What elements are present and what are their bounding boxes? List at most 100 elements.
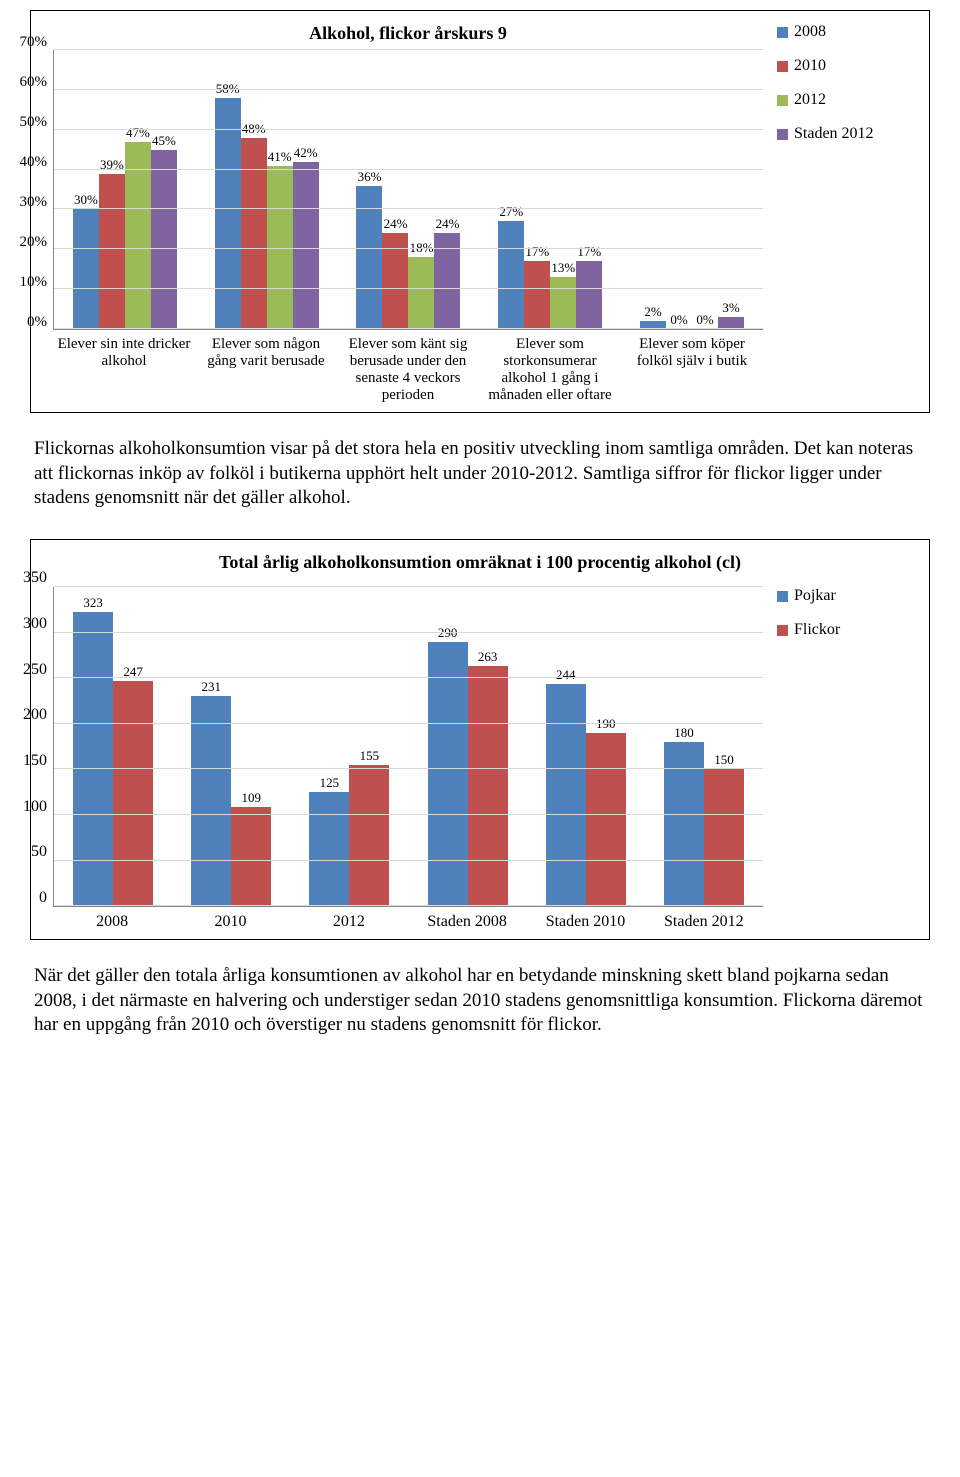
legend-swatch <box>777 129 788 140</box>
gridline <box>54 288 763 289</box>
bar-value-label: 180 <box>674 725 694 741</box>
x-category-label: 2012 <box>290 907 408 931</box>
legend-swatch <box>777 625 788 636</box>
gridline <box>54 129 763 130</box>
bar: 231 <box>191 696 231 907</box>
bar-value-label: 39% <box>100 157 124 173</box>
x-category-label: Staden 2010 <box>526 907 644 931</box>
legend-item: Flickor <box>777 621 913 639</box>
bar-group: 30%39%47%45% <box>54 50 196 329</box>
bar-value-label: 0% <box>670 312 687 328</box>
gridline <box>54 586 763 587</box>
x-category-label: Elever sin inte dricker alkohol <box>53 330 195 404</box>
bar-group: 231109 <box>172 587 290 906</box>
legend-swatch <box>777 95 788 106</box>
bar-value-label: 263 <box>478 649 498 665</box>
gridline <box>54 677 763 678</box>
bar: 155 <box>349 765 389 906</box>
bar-group: 36%24%18%24% <box>338 50 480 329</box>
chart1-legend: 2008 2010 2012 Staden 2012 <box>763 23 913 404</box>
chart2-plot: 323247231109125155290263244190180150 <box>53 587 763 907</box>
bar: 244 <box>546 684 586 906</box>
x-category-label: Elever som storkonsumerar alkohol 1 gång… <box>479 330 621 404</box>
legend-item: 2008 <box>777 23 913 41</box>
gridline <box>54 723 763 724</box>
gridline <box>54 169 763 170</box>
bar: 48% <box>241 138 267 329</box>
gridline <box>54 328 763 329</box>
bar-value-label: 42% <box>294 145 318 161</box>
bar-group: 2%0%0%3% <box>621 50 763 329</box>
gridline <box>54 860 763 861</box>
x-category-label: Staden 2008 <box>408 907 526 931</box>
x-category-label: 2008 <box>53 907 171 931</box>
gridline <box>54 248 763 249</box>
x-category-label: Elever som köper folköl själv i butik <box>621 330 763 404</box>
gridline <box>54 768 763 769</box>
bar: 125 <box>309 792 349 906</box>
chart-alkohol-flickor: 0%10%20%30%40%50%60%70% Alkohol, flickor… <box>30 10 930 413</box>
chart1-title: Alkohol, flickor årskurs 9 <box>53 23 763 44</box>
bar: 39% <box>99 174 125 329</box>
legend-label: 2008 <box>794 23 826 41</box>
bar: 36% <box>356 186 382 329</box>
legend-label: 2010 <box>794 57 826 75</box>
bar-value-label: 24% <box>384 216 408 232</box>
legend-swatch <box>777 61 788 72</box>
bar: 42% <box>293 162 319 329</box>
bar-group: 180 150 <box>645 587 763 906</box>
gridline <box>54 632 763 633</box>
bar: 17% <box>524 261 550 329</box>
bar: 323 <box>73 612 113 906</box>
bar-value-label: 27% <box>499 204 523 220</box>
x-category-label: Elever som någon gång varit berusade <box>195 330 337 404</box>
bar: 41% <box>267 166 293 329</box>
gridline <box>54 49 763 50</box>
bar-value-label: 17% <box>577 244 601 260</box>
bar-value-label: 190 <box>596 716 616 732</box>
bar-value-label: 45% <box>152 133 176 149</box>
legend-item: Staden 2012 <box>777 125 913 143</box>
x-category-label: Elever som känt sig berusade under den s… <box>337 330 479 404</box>
bar-value-label: 24% <box>436 216 460 232</box>
bar: 45% <box>151 150 177 329</box>
legend-label: 2012 <box>794 91 826 109</box>
chart1-plot: 30%39%47%45%58%48%41%42%36%24%18%24%27%1… <box>53 50 763 330</box>
gridline <box>54 208 763 209</box>
bar-group: 290 263 <box>409 587 527 906</box>
gridline <box>54 905 763 906</box>
legend-label: Staden 2012 <box>794 125 874 143</box>
legend-item: Pojkar <box>777 587 913 605</box>
legend-item: 2012 <box>777 91 913 109</box>
bar-value-label: 41% <box>268 149 292 165</box>
bar: 13% <box>550 277 576 329</box>
bar-value-label: 323 <box>83 595 103 611</box>
bar: 30% <box>73 209 99 329</box>
bar-value-label: 150 <box>714 752 734 768</box>
bar-value-label: 30% <box>74 192 98 208</box>
bar-value-label: 155 <box>360 748 380 764</box>
bar-value-label: 244 <box>556 667 576 683</box>
paragraph-1: Flickornas alkoholkonsumtion visar på de… <box>34 437 926 511</box>
chart2-title: Total årlig alkoholkonsumtion omräknat i… <box>47 552 913 573</box>
paragraph-2: När det gäller den totala årliga konsumt… <box>34 964 926 1038</box>
bar-group: 27%17%13%17% <box>479 50 621 329</box>
bar: 290 <box>428 642 468 906</box>
bar: 18% <box>408 257 434 329</box>
bar-value-label: 2% <box>644 304 661 320</box>
legend-swatch <box>777 591 788 602</box>
chart1-x-labels: Elever sin inte dricker alkoholElever so… <box>53 330 763 404</box>
legend-item: 2010 <box>777 57 913 75</box>
legend-label: Pojkar <box>794 587 836 605</box>
chart2-x-labels: 200820102012Staden 2008Staden 2010Staden… <box>53 907 763 931</box>
bar: 58% <box>215 98 241 329</box>
bar-value-label: 17% <box>525 244 549 260</box>
x-category-label: 2010 <box>171 907 289 931</box>
bar-value-label: 290 <box>438 625 458 641</box>
bar: 47% <box>125 142 151 329</box>
bar-group: 323247 <box>54 587 172 906</box>
bar-value-label: 0% <box>696 312 713 328</box>
bar: 17% <box>576 261 602 329</box>
bar-group: 244 190 <box>527 587 645 906</box>
chart2-legend: Pojkar Flickor <box>763 587 913 931</box>
